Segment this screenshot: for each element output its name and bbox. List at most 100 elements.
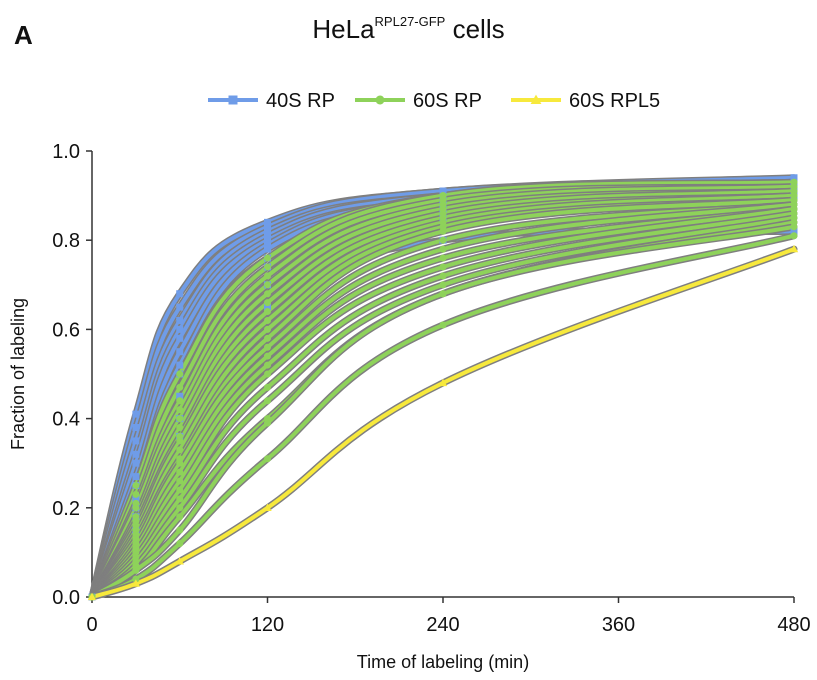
data-point-60s-rp [264,343,271,351]
data-point-60s-rpl5 [87,592,97,601]
y-tick-label: 0.8 [52,230,80,252]
series-line-60s-rp [90,233,796,599]
data-point-40s-rp [132,437,140,445]
data-point-60s-rp [439,272,447,280]
x-tick-label: 240 [426,614,459,636]
data-point-60s-rp [176,468,184,476]
data-point-60s-rp [176,513,184,521]
data-point-40s-rp [790,174,798,182]
data-point-60s-rp [264,325,271,333]
chart-title-main: HeLa [312,14,375,44]
x-axis-label: Time of labeling (min) [357,652,529,672]
data-point-40s-rp [176,325,184,333]
legend-label: 60S RP [413,90,482,112]
data-point-60s-rp [132,482,140,489]
data-point-60s-rp [264,308,271,316]
data-point-60s-rp [176,415,184,423]
data-point-60s-rp [264,263,271,271]
data-point-60s-rp [264,290,271,298]
data-point-60s-rp [176,477,184,485]
series-line-60s-rpl5 [90,247,796,599]
data-point-60s-rp [176,437,184,445]
data-point-60s-rp [439,254,447,262]
data-point-60s-rp [264,299,271,307]
chart-title: HeLaRPL27-GFP cells [0,14,817,45]
data-point-60s-rp [176,424,184,432]
data-point-60s-rp [264,272,271,280]
y-tick-label: 0.4 [52,409,80,431]
data-point-60s-rp [264,352,271,360]
legend: 40S RP 60S RP 60S RPL5 [208,90,660,112]
y-tick-label: 0.6 [52,319,80,341]
data-point-40s-rp [264,236,271,244]
x-tick-label: 120 [251,614,284,636]
legend-label: 60S RPL5 [569,90,660,112]
data-point-40s-rp [264,232,271,240]
panel-label: A [14,20,33,50]
data-point-40s-rp [264,227,271,235]
data-point-60s-rpl5 [789,244,799,253]
legend-marker [530,94,542,105]
data-point-60s-rp [176,526,184,534]
data-point-60s-rp [264,383,271,391]
tick-labels: 0.0 0.2 0.4 0.6 0.8 1.0 0 120 240 360 480 [52,141,811,636]
data-point-60s-rp [439,227,447,235]
data-point-40s-rp [132,495,140,503]
data-point-60s-rp [176,446,184,454]
data-point-60s-rp [439,321,447,329]
y-tick-label: 0.2 [52,498,80,520]
data-point-60s-rp [264,361,271,369]
data-point-60s-rp [176,406,184,414]
y-tick-label: 1.0 [52,141,80,163]
data-point-60s-rp [132,575,140,583]
x-tick-label: 0 [86,614,97,636]
data-point-60s-rp [264,455,271,463]
data-point-40s-rp [439,187,447,195]
data-point-40s-rp [176,303,184,311]
data-point-60s-rpl5 [438,378,448,387]
series-markers [87,174,799,601]
data-point-60s-rp [264,316,271,324]
data-point-40s-rp [264,245,271,253]
axes [86,150,795,603]
data-point-60s-rp [176,495,184,503]
x-tick-label: 480 [777,614,810,636]
y-axis-label: Fraction of labeling [8,298,28,450]
data-point-60s-rp [790,223,798,231]
data-point-40s-rp [264,223,271,231]
data-point-60s-rpl5 [175,557,184,565]
data-point-60s-rp [439,263,447,271]
legend-marker [375,95,385,105]
data-point-60s-rp [132,504,140,512]
data-point-60s-rp [176,504,184,512]
series-line-60s-rp [90,224,796,599]
legend-label: 40S RP [266,90,335,112]
data-point-40s-rp [132,459,140,467]
data-point-60s-rpl5 [131,579,141,587]
data-point-40s-rp [264,303,271,311]
data-point-60s-rp [176,370,184,378]
data-point-40s-rp [176,361,184,369]
chart-title-superscript: RPL27-GFP [374,14,446,29]
data-point-60s-rp [176,539,184,547]
data-point-40s-rp [132,450,140,458]
chart-title-suffix: cells [452,14,505,44]
data-point-40s-rp [264,241,271,249]
data-point-60s-rp [176,397,184,405]
data-point-60s-rp [264,419,271,427]
legend-marker [228,95,238,105]
data-point-40s-rp [176,392,184,400]
data-point-60s-rpl5 [263,503,272,511]
data-point-60s-rp [132,566,140,574]
data-point-60s-rp [264,334,271,342]
data-point-40s-rp [264,218,271,226]
data-point-60s-rp [439,236,447,244]
data-point-40s-rp [176,290,184,298]
data-point-60s-rp [790,232,798,240]
data-point-60s-rp [176,459,184,467]
y-tick-label: 0.0 [52,587,80,609]
data-point-60s-rp [176,486,184,494]
data-point-60s-rp [264,370,271,378]
x-tick-label: 360 [602,614,635,636]
